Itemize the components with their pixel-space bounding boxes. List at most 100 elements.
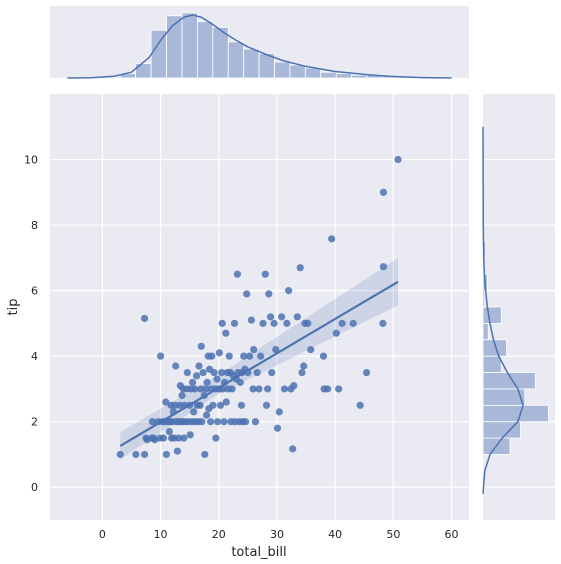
scatter-point xyxy=(379,188,388,196)
scatter-point xyxy=(202,385,210,393)
scatter-point xyxy=(379,263,388,271)
scatter-point xyxy=(275,408,283,416)
x-tick-label: 60 xyxy=(445,528,459,541)
scatter-point xyxy=(148,418,157,426)
marginal-y-bar xyxy=(482,306,502,324)
scatter-point xyxy=(280,385,289,393)
marginal-x-kde-line xyxy=(67,14,452,79)
scatter-point xyxy=(379,319,387,327)
y-tick-label: 2 xyxy=(31,416,38,429)
scatter-point xyxy=(165,427,173,436)
x-tick-label: 20 xyxy=(212,528,226,541)
scatter-point xyxy=(228,385,236,393)
scatter-point xyxy=(186,431,194,439)
scatter-point xyxy=(195,362,203,370)
scatter-point xyxy=(193,372,201,380)
x-axis-label: total_bill xyxy=(231,545,286,560)
scatter-point xyxy=(257,352,265,360)
scatter-point xyxy=(240,352,248,360)
scatter-point xyxy=(116,450,124,459)
scatter-point xyxy=(225,352,233,360)
marginal-x-bar xyxy=(197,21,214,79)
marginal-x-bar xyxy=(227,41,245,79)
scatter-point xyxy=(259,319,267,327)
marginal-x-bar xyxy=(135,63,152,79)
marginal-y-bar xyxy=(482,372,536,390)
scatter-point xyxy=(237,401,246,409)
scatter-point xyxy=(289,445,297,453)
scatter-point xyxy=(278,313,286,321)
x-tick-labels: 0 10 20 30 40 50 60 xyxy=(99,528,459,541)
scatter-point xyxy=(349,319,357,327)
scatter-point xyxy=(173,447,182,455)
scatter-point xyxy=(216,401,225,409)
scatter-point xyxy=(233,270,241,278)
marginal-x-bar xyxy=(150,29,167,79)
scatter-point xyxy=(261,270,269,278)
scatter-point xyxy=(284,287,293,295)
scatter-point xyxy=(332,329,340,337)
scatter-point xyxy=(394,155,402,164)
scatter-point xyxy=(202,411,211,419)
scatter-point xyxy=(323,385,332,393)
y-tick-labels: 0 2 4 6 8 10 xyxy=(24,154,38,495)
y-tick-label: 10 xyxy=(24,154,38,167)
scatter-point xyxy=(132,450,140,459)
scatter-point xyxy=(241,418,250,426)
regression-line xyxy=(119,280,399,447)
scatter-point xyxy=(264,385,272,393)
y-axis-label: tip xyxy=(6,299,21,316)
x-tick-label: 50 xyxy=(386,528,400,541)
scatter-point xyxy=(266,313,275,321)
x-tick-label: 0 xyxy=(99,528,106,541)
marginal-x-bar xyxy=(335,73,353,79)
marginal-x-bar xyxy=(181,12,198,79)
scatter-point xyxy=(172,362,180,370)
marginal-x-bar xyxy=(304,67,322,79)
scatter-point xyxy=(335,385,343,393)
scatter-point xyxy=(319,352,328,360)
marginal-y-histogram xyxy=(482,241,549,455)
marginal-y-bar xyxy=(482,404,549,423)
scatter-point xyxy=(214,418,222,426)
scatter-point xyxy=(270,319,278,327)
scatter-point xyxy=(338,319,346,327)
scatter-point xyxy=(188,378,197,386)
marginal-x-bar xyxy=(274,61,291,79)
scatter-point xyxy=(283,319,291,327)
scatter-point xyxy=(180,434,188,442)
scatter-point xyxy=(162,398,170,406)
scatter-point xyxy=(162,450,170,459)
marginal-x-bar xyxy=(351,74,368,79)
x-tick-label: 30 xyxy=(270,528,284,541)
scatter-point xyxy=(208,352,216,360)
scatter-point xyxy=(199,368,207,377)
scatter-point xyxy=(190,408,198,416)
scatter-point xyxy=(307,346,315,354)
scatter-point xyxy=(213,375,221,383)
scatter-point xyxy=(230,319,239,327)
marginal-y-bar xyxy=(482,339,507,357)
y-tick-label: 0 xyxy=(31,481,38,494)
y-tick-label: 4 xyxy=(31,350,38,363)
scatter-point xyxy=(178,391,186,400)
scatter-point xyxy=(255,385,263,393)
scatter-point xyxy=(253,368,261,377)
scatter-point xyxy=(215,349,223,357)
scatter-point xyxy=(328,235,336,243)
scatter-point xyxy=(300,362,308,370)
scatter-point xyxy=(198,418,206,426)
scatter-point xyxy=(191,385,199,393)
scatter-point xyxy=(243,290,251,298)
scatter-point xyxy=(218,319,226,327)
scatter-point xyxy=(197,385,205,393)
marginal-x-bar xyxy=(243,48,260,79)
scatter-point xyxy=(272,346,280,354)
scatter-point xyxy=(356,401,364,409)
scatter-point xyxy=(249,385,257,393)
plot-area xyxy=(50,94,469,520)
scatter-point xyxy=(218,368,226,377)
marginal-x-histogram xyxy=(119,12,399,79)
scatter-point xyxy=(265,290,273,298)
